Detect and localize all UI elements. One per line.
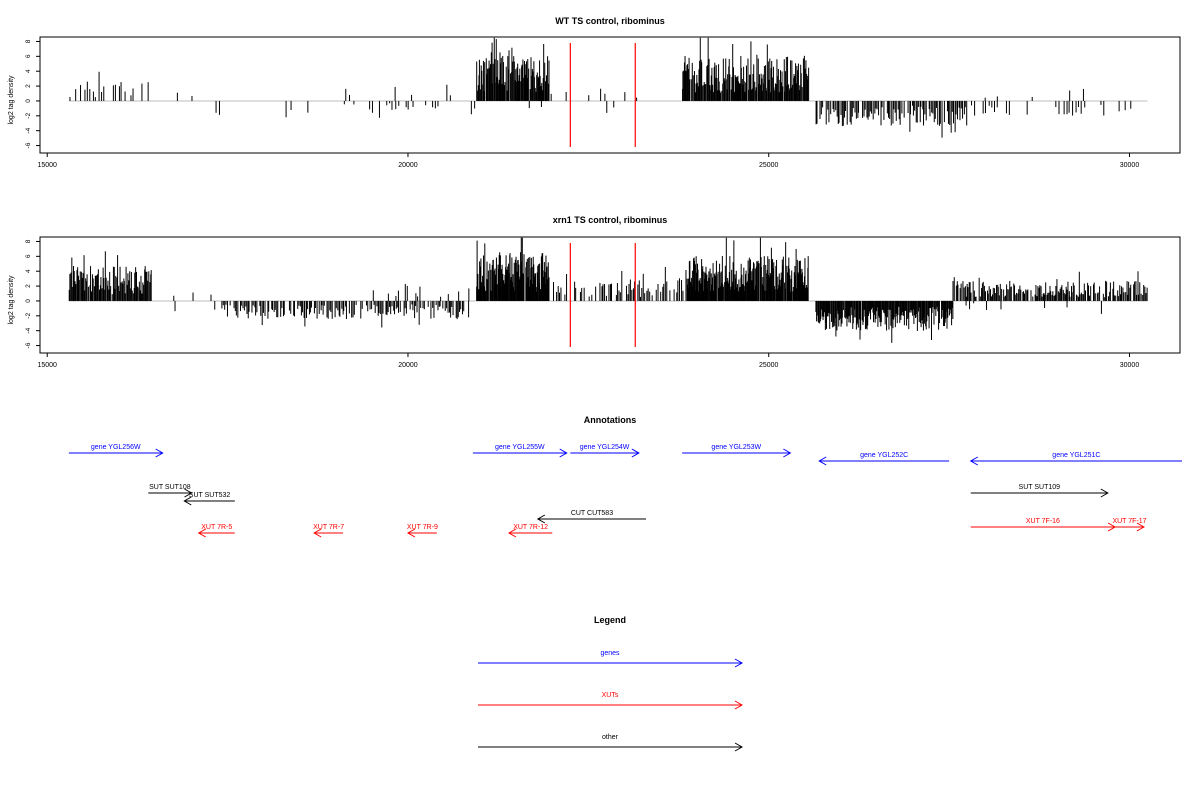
annotation-features: gene YGL256W gene YGL255W gene YGL254W gene… [68, 444, 1182, 538]
xrn1-x-tick-label: 30000 [1120, 362, 1140, 369]
xrn1-y-axis-label: log2 tag density [8, 275, 15, 325]
feature-arrow-head [631, 448, 640, 458]
feature-arrow-head [1136, 522, 1145, 532]
feature-arrow-head [507, 528, 517, 538]
feature-label: CUT CUT583 [571, 510, 613, 517]
legend-arrow-head [734, 658, 744, 668]
legend-label: XUTs [602, 692, 619, 699]
wt-y-axis-label: log2 tag density [8, 75, 15, 125]
xrn1-plot-frame [39, 236, 1181, 354]
feature-arrow-head [783, 448, 792, 458]
feature-label: gene YGL255W [495, 444, 545, 451]
feature-arrow-head [406, 528, 416, 538]
feature-label: SUT SUT108 [149, 484, 191, 491]
xrn1-panel: xrn1 TS control, ribominus log2 tag dens… [8, 215, 1181, 369]
feature-arrow-head [969, 456, 979, 466]
feature-arrow-head [1100, 488, 1109, 498]
wt-y-tick-label: 6 [25, 54, 32, 58]
legend-title: Legend [594, 615, 626, 625]
feature-label: gene YGL254W [580, 444, 630, 451]
feature-label: gene YGL256W [91, 444, 141, 451]
feature-label: gene YGL253W [711, 444, 761, 451]
wt-panel: WT TS control, ribominus log2 tag densit… [8, 16, 1181, 169]
feature-label: XUT 7R-5 [201, 524, 232, 531]
xrn1-x-tick-label: 15000 [37, 362, 57, 369]
wt-x-tick-label: 20000 [398, 162, 418, 169]
xrn1-y-tick-label: 2 [25, 284, 32, 288]
feature-arrow-head [559, 448, 568, 458]
feature-arrow-head [536, 514, 546, 524]
legend: Legend genes XUTs other [478, 615, 744, 752]
wt-x-tick-label: 15000 [37, 162, 57, 169]
legend-label: genes [600, 650, 620, 657]
feature-arrow-head [155, 448, 164, 458]
feature-arrow-head [818, 456, 827, 466]
xrn1-y-tick-label: -4 [25, 327, 32, 333]
legend-items: genes XUTs other [478, 650, 744, 752]
feature-label: gene YGL252C [860, 452, 908, 459]
xrn1-y-tick-label: 4 [25, 269, 32, 273]
xrn1-x-tick-label: 20000 [398, 362, 418, 369]
legend-label: other [602, 734, 619, 741]
wt-y-tick-label: 4 [25, 69, 32, 73]
xrn1-panel-title: xrn1 TS control, ribominus [553, 215, 668, 225]
feature-label: SUT SUT532 [189, 492, 231, 499]
feature-arrow-head [183, 496, 192, 506]
wt-plot-area: -6 -4 -2 0 2 4 6 8 15000 20000 25000 30000 [25, 37, 1148, 169]
feature-label: XUT 7R-12 [513, 524, 548, 531]
wt-y-tick-label: 0 [25, 99, 32, 103]
feature-label: XUT 7F-17 [1112, 518, 1146, 525]
legend-arrow-head [734, 742, 744, 752]
annotations-title: Annotations [584, 415, 637, 425]
wt-y-tick-label: -2 [25, 113, 32, 119]
wt-y-tick-label: -6 [25, 142, 32, 148]
xrn1-y-tick-label: 6 [25, 254, 32, 258]
legend-arrow-head [734, 700, 744, 710]
feature-label: gene YGL251C [1052, 452, 1100, 459]
xrn1-x-tick-label: 25000 [759, 362, 779, 369]
wt-panel-title: WT TS control, ribominus [555, 16, 665, 26]
annotations-track: Annotations gene YGL256W gene YGL255W gene… [68, 415, 1182, 538]
xrn1-y-tick-label: 8 [25, 239, 32, 243]
xrn1-y-tick-label: -6 [25, 342, 32, 348]
feature-label: SUT SUT109 [1019, 484, 1061, 491]
wt-x-tick-label: 30000 [1120, 162, 1140, 169]
wt-y-tick-label: 2 [25, 84, 32, 88]
xrn1-y-tick-label: -2 [25, 313, 32, 319]
feature-arrow-head [313, 528, 322, 538]
wt-plot-frame [39, 36, 1181, 154]
feature-arrow-head [184, 488, 193, 498]
xrn1-plot-area: -6 -4 -2 0 2 4 6 8 15000 20000 25000 30000 [25, 237, 1148, 369]
feature-label: XUT 7R-7 [313, 524, 344, 531]
feature-arrow-head [197, 528, 206, 538]
feature-label: XUT 7F-16 [1026, 518, 1060, 525]
wt-y-tick-label: 8 [25, 39, 32, 43]
wt-x-tick-label: 25000 [759, 162, 779, 169]
wt-y-tick-label: -4 [25, 127, 32, 133]
feature-label: XUT 7R-9 [407, 524, 438, 531]
xrn1-y-tick-label: 0 [25, 299, 32, 303]
